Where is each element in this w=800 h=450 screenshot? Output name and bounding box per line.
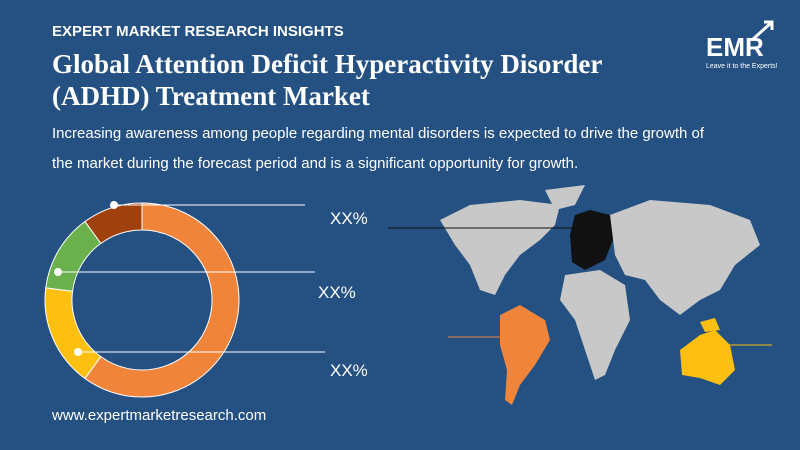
north-america: [440, 200, 560, 295]
leader-dot: [74, 348, 82, 356]
greenland: [545, 185, 585, 210]
south-america: [500, 305, 550, 405]
oceania-islands: [700, 318, 720, 332]
footer: www.expertmarketresearch.com: [51, 407, 266, 424]
logo: EMR Leave it to the Experts!: [706, 20, 778, 70]
world-map: [388, 185, 772, 405]
kicker: EXPERT MARKET RESEARCH INSIGHTS: [52, 23, 344, 40]
leader-dot: [54, 268, 62, 276]
annotation: XX%: [318, 283, 356, 302]
annotation: XX%: [330, 209, 368, 228]
leader-dot: [110, 201, 118, 209]
donut-segment: [84, 202, 240, 398]
title-line: (ADHD) Treatment Market: [52, 81, 370, 111]
asia: [610, 200, 760, 315]
australia: [680, 330, 735, 385]
europe: [570, 210, 615, 270]
title-line: Global Attention Deficit Hyperactivity D…: [52, 49, 602, 79]
logo-arrow: [750, 20, 774, 42]
donut-segment: [84, 202, 143, 245]
africa: [560, 270, 630, 380]
logo-tagline: Leave it to the Experts!: [706, 63, 778, 70]
subtitle-line: Increasing awareness among people regard…: [52, 125, 705, 142]
subtitle-line: the market during the forecast period an…: [52, 155, 578, 172]
annotation: XX%: [330, 361, 368, 380]
